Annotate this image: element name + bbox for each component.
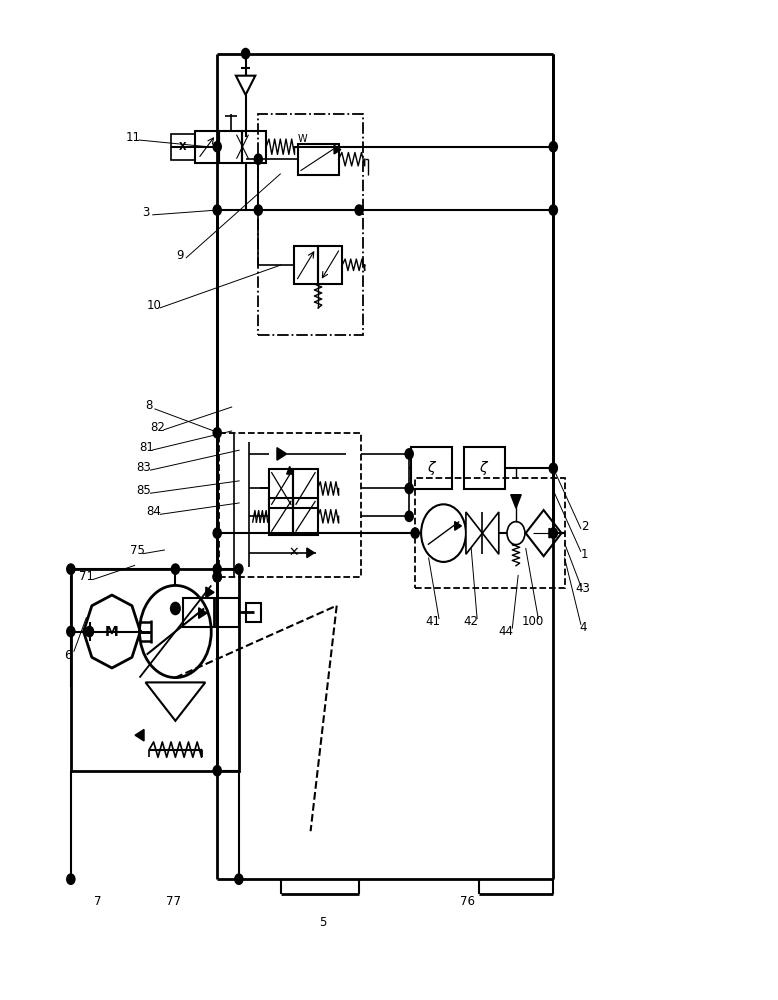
Circle shape — [549, 142, 557, 152]
Polygon shape — [334, 145, 341, 154]
Circle shape — [405, 484, 413, 493]
Text: M: M — [105, 625, 119, 639]
Text: 3: 3 — [142, 206, 150, 219]
Circle shape — [213, 766, 221, 776]
Circle shape — [242, 49, 249, 58]
Bar — [243, 131, 266, 163]
Text: 4: 4 — [580, 621, 587, 634]
Polygon shape — [286, 466, 293, 474]
Text: 75: 75 — [130, 544, 145, 557]
Circle shape — [356, 205, 363, 215]
Circle shape — [213, 205, 221, 215]
Bar — [269, 469, 293, 508]
Bar — [219, 433, 361, 577]
Circle shape — [213, 572, 221, 582]
Polygon shape — [454, 522, 461, 530]
Circle shape — [421, 504, 466, 562]
Circle shape — [235, 564, 243, 574]
Circle shape — [549, 205, 557, 215]
Bar — [269, 498, 293, 535]
Circle shape — [213, 142, 221, 152]
Polygon shape — [198, 608, 207, 618]
Text: 42: 42 — [464, 615, 478, 628]
Text: 81: 81 — [138, 441, 154, 454]
Text: 2: 2 — [581, 520, 588, 533]
Bar — [293, 498, 317, 535]
Bar — [219, 131, 243, 163]
Polygon shape — [236, 76, 255, 95]
Text: $\zeta$: $\zeta$ — [479, 459, 489, 477]
Bar — [297, 144, 338, 175]
Text: 100: 100 — [521, 615, 544, 628]
Text: 71: 71 — [79, 570, 94, 583]
Bar — [318, 246, 342, 284]
Polygon shape — [510, 495, 521, 508]
Text: 44: 44 — [499, 625, 513, 638]
Polygon shape — [277, 448, 286, 460]
Circle shape — [67, 874, 75, 884]
Circle shape — [86, 627, 93, 636]
Text: 7: 7 — [94, 895, 101, 908]
Circle shape — [254, 154, 262, 164]
Text: 6: 6 — [64, 649, 72, 662]
Circle shape — [213, 572, 221, 582]
Text: 85: 85 — [137, 484, 152, 497]
Bar — [183, 598, 239, 627]
Text: ✕: ✕ — [288, 546, 299, 559]
Bar — [258, 114, 363, 335]
Bar — [294, 246, 318, 284]
Polygon shape — [466, 512, 482, 554]
Text: W: W — [297, 134, 307, 144]
Text: 77: 77 — [166, 895, 181, 908]
Polygon shape — [135, 729, 144, 741]
Text: 82: 82 — [150, 421, 165, 434]
Bar — [71, 569, 239, 771]
Text: X: X — [179, 142, 187, 152]
Circle shape — [67, 627, 75, 636]
Polygon shape — [549, 528, 556, 538]
Circle shape — [213, 428, 221, 438]
Circle shape — [235, 874, 243, 884]
Circle shape — [139, 585, 212, 678]
Text: 10: 10 — [146, 299, 161, 312]
Circle shape — [254, 205, 262, 215]
Text: 76: 76 — [460, 895, 475, 908]
Circle shape — [171, 603, 180, 614]
Text: 5: 5 — [320, 916, 327, 929]
Bar — [195, 131, 219, 163]
Polygon shape — [206, 587, 214, 598]
Circle shape — [405, 449, 413, 459]
Polygon shape — [526, 510, 562, 556]
Bar — [412, 447, 453, 489]
Text: 8: 8 — [145, 399, 152, 412]
Bar — [415, 478, 565, 588]
Polygon shape — [307, 548, 314, 558]
Polygon shape — [145, 682, 205, 721]
Circle shape — [67, 564, 75, 574]
Text: 41: 41 — [426, 615, 440, 628]
Bar — [293, 469, 317, 508]
Circle shape — [549, 528, 557, 538]
Text: 83: 83 — [137, 461, 152, 474]
Text: 11: 11 — [125, 131, 140, 144]
Bar — [464, 447, 505, 489]
Bar — [170, 134, 195, 160]
Circle shape — [213, 564, 221, 574]
Circle shape — [549, 464, 557, 473]
Circle shape — [405, 512, 413, 521]
Text: $\zeta$: $\zeta$ — [427, 459, 437, 477]
Circle shape — [172, 564, 179, 574]
Circle shape — [412, 528, 419, 538]
Text: 43: 43 — [576, 582, 591, 595]
Bar — [247, 603, 261, 622]
Text: 9: 9 — [176, 249, 184, 262]
Circle shape — [213, 528, 221, 538]
Text: 1: 1 — [581, 548, 588, 561]
Polygon shape — [482, 512, 499, 554]
Text: 84: 84 — [146, 505, 161, 518]
